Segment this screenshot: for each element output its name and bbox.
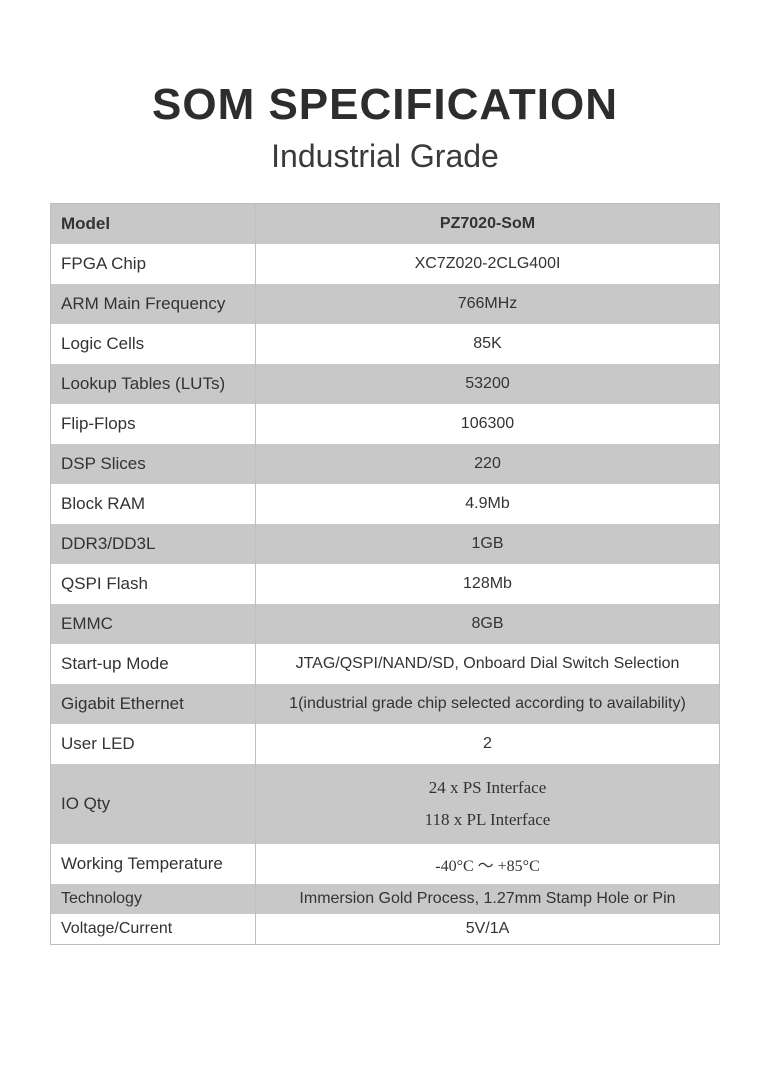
table-row: EMMC8GB [51,604,720,644]
spec-value: Immersion Gold Process, 1.27mm Stamp Hol… [256,884,720,914]
spec-label: Flip-Flops [51,404,256,444]
spec-label: User LED [51,724,256,764]
table-row: FPGA ChipXC7Z020-2CLG400I [51,244,720,284]
spec-label: Start-up Mode [51,644,256,684]
spec-label: EMMC [51,604,256,644]
table-row: ARM Main Frequency766MHz [51,284,720,324]
table-row: User LED2 [51,724,720,764]
spec-label: Working Temperature [51,844,256,884]
spec-label: Model [51,204,256,244]
spec-value: JTAG/QSPI/NAND/SD, Onboard Dial Switch S… [256,644,720,684]
table-row: QSPI Flash128Mb [51,564,720,604]
page-title: SOM SPECIFICATION [50,80,720,130]
spec-value: 766MHz [256,284,720,324]
spec-value: 1GB [256,524,720,564]
table-row: Block RAM4.9Mb [51,484,720,524]
spec-value: 85K [256,324,720,364]
spec-label: FPGA Chip [51,244,256,284]
table-row-ioqty: IO Qty24 x PS Interface118 x PL Interfac… [51,764,720,845]
spec-label: ARM Main Frequency [51,284,256,324]
spec-value: 106300 [256,404,720,444]
spec-value: 5V/1A [256,914,720,944]
spec-value: -40°C ～ +85°C [256,844,720,884]
spec-label: DSP Slices [51,444,256,484]
spec-value: 2 [256,724,720,764]
table-row: Working Temperature-40°C ～ +85°C [51,844,720,884]
table-row: Voltage/Current5V/1A [51,914,720,944]
table-row: Start-up ModeJTAG/QSPI/NAND/SD, Onboard … [51,644,720,684]
spec-value: 4.9Mb [256,484,720,524]
spec-table: ModelPZ7020-SoMFPGA ChipXC7Z020-2CLG400I… [50,203,720,945]
spec-label: QSPI Flash [51,564,256,604]
table-row: ModelPZ7020-SoM [51,204,720,244]
spec-value: 220 [256,444,720,484]
table-row: Lookup Tables (LUTs)53200 [51,364,720,404]
spec-label: Logic Cells [51,324,256,364]
spec-value: 128Mb [256,564,720,604]
table-row: DSP Slices220 [51,444,720,484]
spec-label: IO Qty [51,764,256,845]
spec-value: PZ7020-SoM [256,204,720,244]
spec-label: Block RAM [51,484,256,524]
spec-value: 1(industrial grade chip selected accordi… [256,684,720,724]
spec-label: Gigabit Ethernet [51,684,256,724]
spec-label: DDR3/DD3L [51,524,256,564]
spec-value: 8GB [256,604,720,644]
table-row: Logic Cells85K [51,324,720,364]
table-row: DDR3/DD3L1GB [51,524,720,564]
table-row: TechnologyImmersion Gold Process, 1.27mm… [51,884,720,914]
table-row: Flip-Flops106300 [51,404,720,444]
spec-label: Technology [51,884,256,914]
spec-label: Voltage/Current [51,914,256,944]
spec-value: 24 x PS Interface118 x PL Interface [256,764,720,845]
page-subtitle: Industrial Grade [50,138,720,175]
spec-label: Lookup Tables (LUTs) [51,364,256,404]
spec-value: 53200 [256,364,720,404]
table-row: Gigabit Ethernet1(industrial grade chip … [51,684,720,724]
spec-value: XC7Z020-2CLG400I [256,244,720,284]
